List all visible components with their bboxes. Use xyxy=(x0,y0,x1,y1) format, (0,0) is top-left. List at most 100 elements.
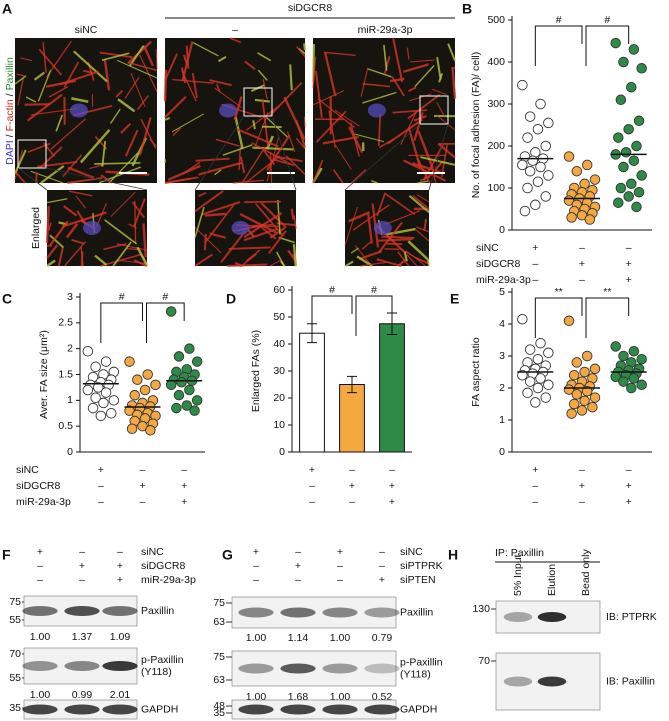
blot-label: (Y118) xyxy=(141,666,172,678)
actin-fiber xyxy=(37,70,52,102)
band xyxy=(503,676,533,687)
dot xyxy=(610,341,621,352)
actin-fiber xyxy=(116,243,148,251)
marker-label: 70 xyxy=(478,655,490,667)
actin-fiber xyxy=(414,228,430,242)
actin-fiber xyxy=(164,95,187,119)
condition-sign: – xyxy=(626,242,632,254)
band xyxy=(503,612,533,622)
actin-fiber xyxy=(244,60,256,70)
marker-label: 48 xyxy=(213,700,225,712)
dot xyxy=(633,115,645,127)
dot xyxy=(522,132,533,143)
dot xyxy=(530,397,541,408)
blot-label: (Y118) xyxy=(400,668,431,680)
dot xyxy=(636,170,647,181)
dot xyxy=(540,392,551,403)
actin-fiber xyxy=(348,211,371,223)
band xyxy=(64,661,100,671)
quant-value: 1.00 xyxy=(30,689,51,701)
condition-sign: – xyxy=(37,574,43,586)
lane-label: Bead only xyxy=(580,549,592,596)
actin-fiber xyxy=(403,159,447,182)
actin-fiber xyxy=(75,195,87,209)
dot xyxy=(628,345,640,357)
dot xyxy=(576,405,588,416)
condition-sign: – xyxy=(98,496,104,508)
band xyxy=(22,606,58,616)
dot xyxy=(623,191,634,202)
nucleus xyxy=(219,103,237,118)
dot xyxy=(87,402,99,414)
actin-fiber xyxy=(62,154,83,178)
band xyxy=(238,704,274,715)
dot xyxy=(623,123,634,135)
actin-fiber xyxy=(392,38,404,83)
bracket xyxy=(146,302,185,343)
actin-fiber xyxy=(245,249,261,262)
actin-fiber xyxy=(361,241,372,250)
actin-fiber xyxy=(269,258,283,267)
zoom-line xyxy=(194,115,245,191)
zoom-line xyxy=(271,115,297,191)
dot xyxy=(563,384,575,395)
actin-fiber xyxy=(194,190,224,213)
dot xyxy=(628,44,640,55)
dot xyxy=(543,379,554,391)
actin-fiber xyxy=(261,98,269,147)
y-tick-label: 3 xyxy=(499,350,505,362)
y-tick-label: 4 xyxy=(499,318,505,330)
actin-fiber xyxy=(204,204,235,244)
dot xyxy=(568,369,580,381)
actin-fiber xyxy=(262,78,268,100)
y-tick-label: 1.5 xyxy=(58,368,73,380)
dot xyxy=(535,161,546,173)
dot xyxy=(628,155,640,166)
actin-fiber xyxy=(59,70,99,86)
condition-sign: – xyxy=(579,464,585,476)
condition-sign: – xyxy=(337,560,343,572)
actin-fiber xyxy=(209,79,232,87)
dot xyxy=(571,389,583,400)
column-label: siNC xyxy=(75,24,98,36)
condition-sign: + xyxy=(181,496,187,508)
actin-fiber xyxy=(254,203,284,236)
dot xyxy=(581,159,593,171)
condition-label: siNC xyxy=(16,464,39,476)
actin-fiber xyxy=(312,56,317,88)
y-tick-label: 40 xyxy=(273,338,285,350)
dot xyxy=(581,350,593,362)
blot-label: IB: Paxillin xyxy=(606,675,655,687)
condition-sign: + xyxy=(117,574,123,586)
dot xyxy=(584,214,596,225)
actin-fiber xyxy=(72,50,108,83)
band xyxy=(64,606,100,616)
actin-fiber xyxy=(416,194,430,203)
actin-fiber xyxy=(16,73,25,77)
condition-sign: + xyxy=(626,274,632,286)
marker-label: 35 xyxy=(213,707,225,719)
actin-fiber xyxy=(116,59,158,79)
dot xyxy=(615,182,627,194)
marker-label: 63 xyxy=(213,674,225,686)
blot-label: p-Paxillin xyxy=(141,654,184,666)
actin-fiber xyxy=(71,97,89,103)
actin-fiber xyxy=(233,96,243,121)
actin-fiber xyxy=(30,108,78,116)
actin-fiber xyxy=(377,221,403,254)
dot xyxy=(631,140,642,152)
dot xyxy=(184,343,195,354)
band xyxy=(364,607,400,618)
actin-fiber xyxy=(385,193,416,216)
y-tick-label: 20 xyxy=(273,392,285,404)
actin-fiber xyxy=(236,128,279,148)
actin-fiber xyxy=(69,190,93,197)
actin-fiber xyxy=(80,246,84,267)
quant-value: 0.79 xyxy=(372,632,393,644)
actin-fiber xyxy=(131,201,145,219)
dot xyxy=(618,350,629,362)
actin-fiber xyxy=(215,138,240,147)
band xyxy=(102,704,138,715)
actin-fiber xyxy=(194,226,222,254)
actin-fiber xyxy=(109,108,121,124)
